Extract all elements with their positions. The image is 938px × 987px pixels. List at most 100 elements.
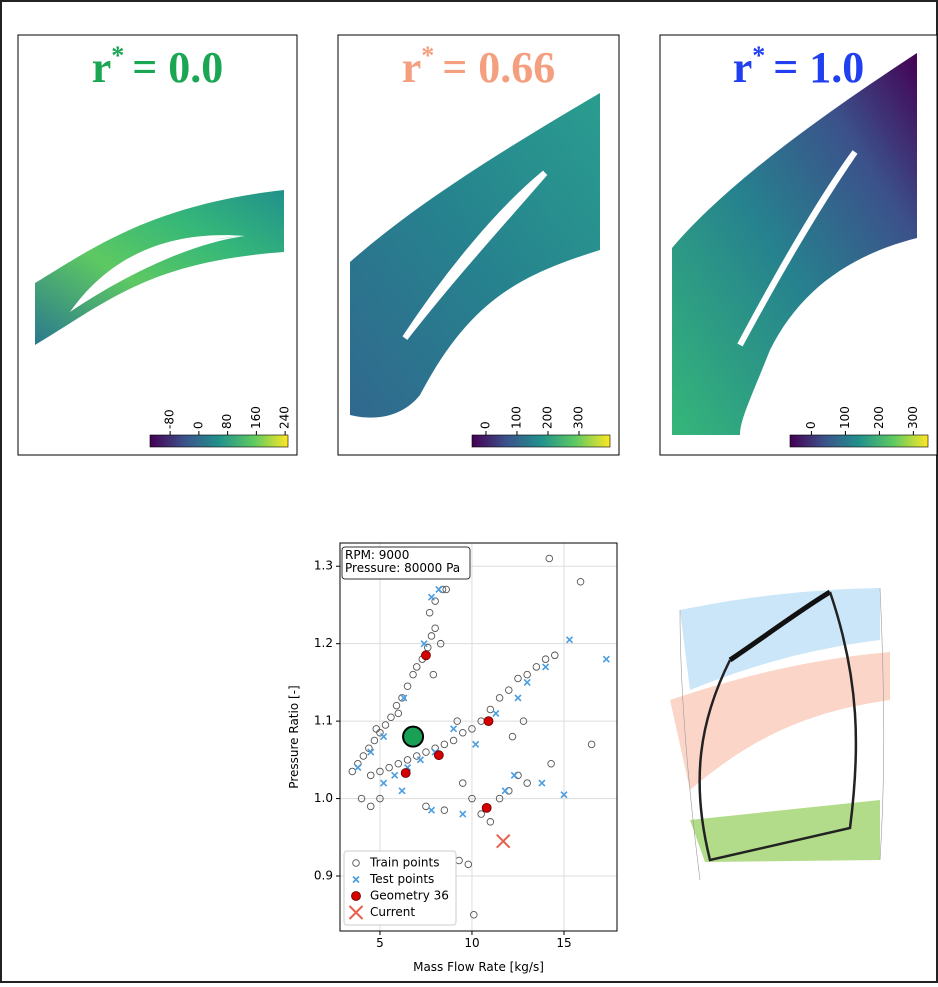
x-axis-label: Mass Flow Rate [kg/s] — [413, 960, 544, 974]
train-point — [495, 794, 504, 803]
train-point — [413, 752, 421, 760]
train-point — [477, 810, 485, 818]
blade — [737, 150, 858, 347]
test-point — [501, 787, 509, 795]
train-point — [464, 860, 473, 869]
panel-title: r* = 0.66 — [402, 41, 556, 92]
train-point — [431, 624, 439, 632]
test-point — [416, 756, 424, 764]
test-point — [400, 694, 408, 702]
colorbar-tick-label: 240 — [278, 406, 292, 429]
train-point — [532, 663, 541, 671]
train-point — [394, 709, 403, 718]
y-tick-label: 1.2 — [314, 636, 333, 650]
train-point — [440, 806, 449, 814]
title-part: * — [111, 41, 124, 70]
info-text: RPM: 9000 — [345, 548, 409, 562]
colorbar-tick-label: -80 — [163, 409, 177, 429]
train-point — [403, 682, 412, 691]
current-point — [496, 833, 511, 849]
train-point — [514, 674, 522, 683]
train-point — [519, 717, 528, 725]
train-point — [440, 740, 449, 749]
title-part: * — [421, 41, 434, 70]
train-point — [453, 717, 461, 725]
train-point — [508, 732, 517, 741]
train-point — [442, 585, 450, 594]
train-point — [403, 756, 412, 764]
test-point — [514, 694, 522, 702]
train-point — [576, 577, 585, 586]
colorbar-tick-label: 300 — [906, 406, 920, 429]
train-point — [523, 779, 531, 787]
train-point — [495, 694, 504, 702]
train-point — [409, 670, 417, 679]
train-point — [387, 713, 395, 722]
test-point — [602, 655, 610, 663]
test-point — [435, 585, 443, 594]
train-point — [422, 802, 430, 811]
legend-label: Test points — [369, 872, 434, 886]
test-point — [398, 787, 406, 795]
train-point — [449, 736, 458, 745]
test-point — [391, 771, 399, 779]
train-point — [505, 686, 513, 694]
train-point — [470, 910, 478, 919]
train-point — [359, 752, 368, 760]
test-point — [523, 678, 531, 686]
train-point — [352, 859, 360, 867]
train-point — [468, 794, 476, 803]
x-tick-label: 5 — [376, 936, 384, 950]
geometry-point — [421, 650, 431, 661]
colorbar — [471, 434, 611, 448]
x-tick-label: 10 — [464, 936, 479, 950]
test-point — [538, 779, 546, 787]
train-point — [376, 767, 384, 776]
train-point — [587, 740, 596, 749]
train-point — [427, 632, 436, 640]
train-point — [551, 651, 559, 660]
info-box — [341, 546, 471, 580]
geometry-point — [483, 716, 494, 727]
test-point — [472, 740, 480, 748]
test-point — [449, 725, 458, 733]
colorbar-tick-label: 100 — [509, 406, 523, 429]
y-tick-label: 1.1 — [314, 714, 333, 728]
train-point — [385, 763, 393, 772]
test-point — [459, 810, 467, 818]
colorbar-tick-label: 100 — [838, 406, 852, 429]
y-tick-label: 1.0 — [314, 791, 333, 805]
geometry-point — [481, 802, 492, 813]
title-part: = 0.0 — [132, 43, 223, 92]
y-axis-label: Pressure Ratio [-] — [287, 685, 301, 788]
y-tick-label: 1.3 — [314, 559, 333, 573]
train-point — [486, 705, 495, 714]
colorbar-tick-label: 200 — [540, 406, 554, 429]
colorbar-tick-label: 0 — [804, 421, 818, 429]
train-point — [468, 725, 476, 733]
train-point — [413, 663, 421, 671]
test-point — [380, 779, 388, 787]
colorbar-tick-label: 160 — [249, 406, 263, 429]
legend-label: Train points — [369, 856, 439, 870]
test-point — [492, 709, 500, 717]
train-point — [348, 767, 357, 776]
test-point — [380, 733, 388, 741]
geometry-point — [400, 768, 411, 778]
panel-title: r* = 0.0 — [92, 41, 224, 92]
colorbar — [789, 434, 929, 448]
x-tick-label: 15 — [556, 936, 571, 950]
colorbar-tick-label: 200 — [872, 406, 886, 429]
plot-frame — [339, 542, 618, 932]
test-point — [420, 640, 428, 648]
test-point — [427, 806, 436, 814]
train-point — [429, 670, 438, 679]
test-point — [560, 791, 568, 799]
legend-label: Current — [370, 905, 415, 919]
title-part: r — [733, 43, 753, 92]
train-point — [365, 744, 373, 752]
legend-box — [343, 850, 457, 926]
train-point — [431, 597, 439, 605]
